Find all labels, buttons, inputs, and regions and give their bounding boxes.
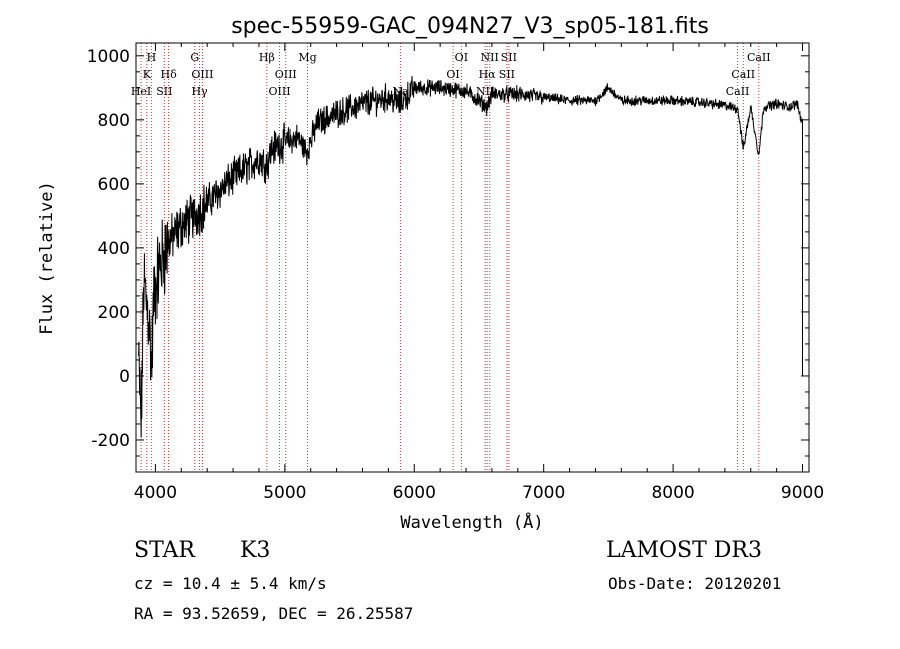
spectral-line-label: Hα — [479, 68, 497, 81]
x-tick-label: 8000 — [651, 483, 694, 503]
spectral-line-label: OIII — [268, 85, 290, 98]
spectral-line-label: SII — [499, 68, 515, 81]
spectral-line-label: NII — [481, 51, 499, 64]
spectral-line-label: CaII — [747, 51, 771, 64]
spectral-line-label: SII — [156, 85, 172, 98]
spectrum-line — [138, 76, 803, 438]
spectral-line-label: Hβ — [259, 51, 275, 64]
survey-name: LAMOST DR3 — [606, 538, 762, 563]
axis-ticks: 4000 5000 6000 7000 8000 9000 -200 0 200 400 600 80… — [87, 43, 824, 503]
spectral-line-label: Hδ — [161, 68, 178, 81]
x-tick-label: 9000 — [781, 483, 824, 503]
object-subclass: K3 — [240, 538, 271, 563]
redshift-value: cz = 10.4 ± 5.4 km/s — [134, 574, 327, 593]
x-tick-label: 4000 — [134, 483, 177, 503]
y-tick-label: 0 — [119, 367, 130, 387]
spectral-line-label: NII — [476, 85, 494, 98]
spectral-line-label: CaII — [726, 85, 750, 98]
spectral-line-label: OIII — [191, 68, 213, 81]
spectral-line-label: OIII — [275, 68, 297, 81]
coordinates: RA = 93.52659, DEC = 26.25587 — [134, 604, 414, 623]
x-tick-label: 5000 — [263, 483, 306, 503]
y-tick-label: 400 — [98, 239, 130, 259]
y-tick-label: 200 — [98, 303, 130, 323]
y-axis-label: Flux (relative) — [37, 181, 57, 335]
spectral-line-label: Mg — [298, 51, 316, 64]
x-tick-label: 6000 — [393, 483, 436, 503]
plot-area — [138, 76, 803, 438]
spectral-line-label: OI — [446, 68, 459, 81]
y-tick-label: 800 — [98, 111, 130, 131]
spectral-line-label: HeI — [131, 85, 151, 98]
spectral-line-label: H — [147, 51, 157, 64]
y-tick-label: -200 — [91, 431, 130, 451]
chart-title: spec-55959-GAC_094N27_V3_sp05-181.fits — [231, 14, 709, 39]
spectral-line-label: OI — [455, 51, 468, 64]
plot-frame — [135, 42, 810, 473]
spectral-line-label: CaII — [731, 68, 755, 81]
spectral-line-label: Hγ — [191, 85, 208, 98]
object-class: STAR — [134, 538, 195, 563]
x-tick-label: 7000 — [522, 483, 565, 503]
y-tick-label: 600 — [98, 175, 130, 195]
spectral-line-label: SII — [501, 51, 517, 64]
x-axis-label: Wavelength (Å) — [400, 511, 543, 533]
spectral-line-label: G — [190, 51, 199, 64]
y-tick-label: 1000 — [87, 47, 130, 67]
observation-date: Obs-Date: 20120201 — [608, 574, 782, 593]
spectral-line-label: K — [143, 68, 152, 81]
